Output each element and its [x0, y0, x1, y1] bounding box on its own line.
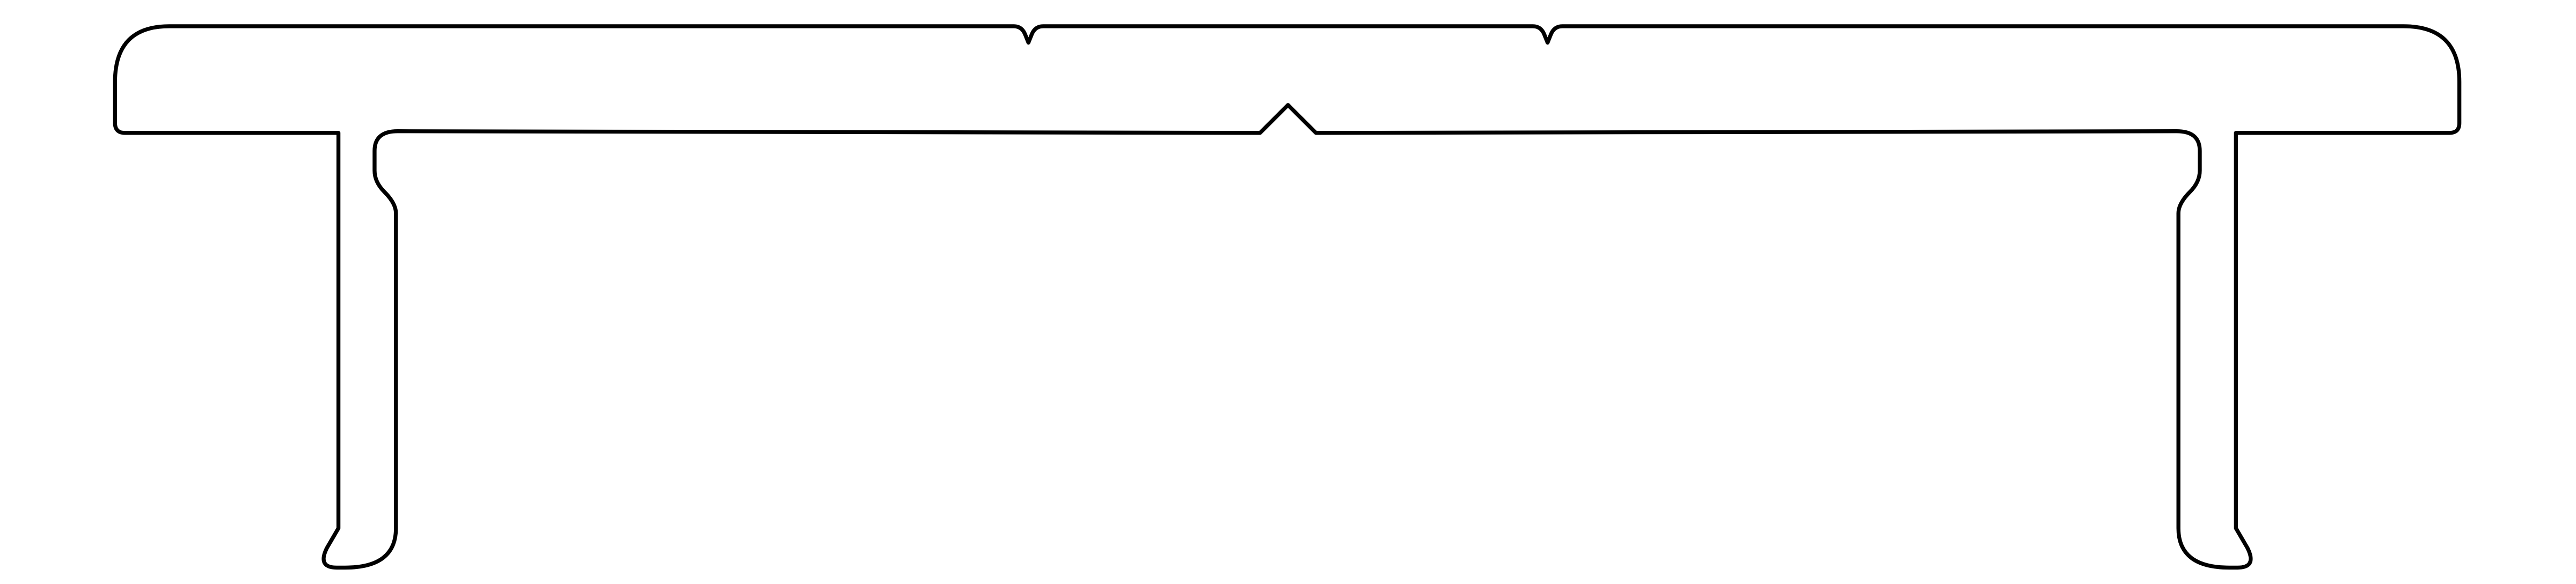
profile-outline — [113, 24, 2462, 570]
extrusion-profile — [113, 24, 2462, 570]
